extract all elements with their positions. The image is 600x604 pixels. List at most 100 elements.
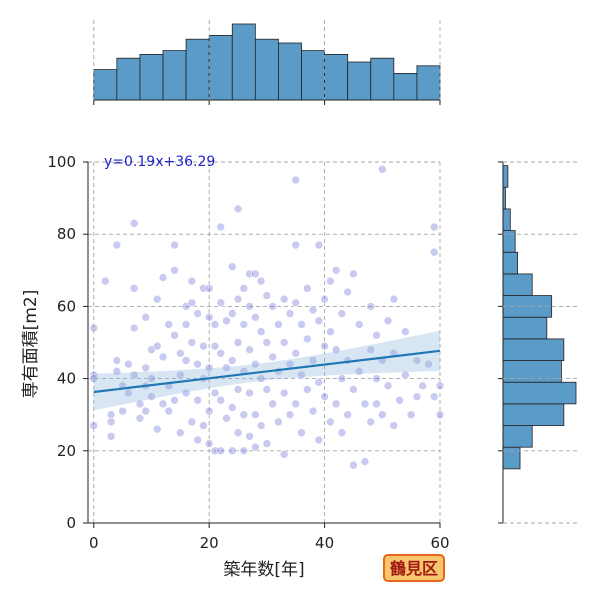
data-point <box>129 370 139 380</box>
data-point <box>360 399 370 409</box>
x-axis-label: 築年数[年] <box>223 560 304 580</box>
data-point <box>251 442 260 452</box>
data-point <box>412 392 422 401</box>
data-point <box>181 388 191 398</box>
data-point <box>366 345 376 355</box>
data-point <box>199 341 208 351</box>
top-histogram-bar <box>416 65 441 101</box>
data-point <box>170 330 179 340</box>
data-point <box>291 399 301 409</box>
top-histogram-bar <box>208 35 233 101</box>
data-point <box>412 356 422 365</box>
data-point <box>262 385 272 394</box>
data-point <box>320 294 329 304</box>
data-point <box>256 374 266 383</box>
data-point <box>366 302 376 311</box>
data-point <box>106 417 116 427</box>
y-tick-label: 100 <box>47 153 76 171</box>
data-point <box>245 432 254 441</box>
data-point <box>251 410 260 420</box>
data-point <box>152 424 162 434</box>
data-point <box>401 327 410 336</box>
data-point <box>343 287 352 297</box>
top-histogram-bar <box>93 69 118 101</box>
data-point <box>204 406 214 416</box>
data-point <box>326 276 335 286</box>
data-point <box>291 349 301 358</box>
top-histogram <box>93 23 441 105</box>
data-point <box>337 428 347 438</box>
data-point <box>152 341 162 351</box>
top-histogram-bar <box>254 38 279 101</box>
data-point <box>279 450 289 459</box>
data-point <box>429 392 439 401</box>
data-point <box>314 435 324 445</box>
data-point <box>262 338 272 347</box>
ward-badge: 鶴見区 <box>390 559 438 578</box>
top-histogram-bar <box>278 42 302 101</box>
data-point <box>297 428 306 438</box>
data-point <box>349 460 358 470</box>
data-point <box>406 410 416 420</box>
x-tick-label: 40 <box>315 534 334 552</box>
data-point <box>204 439 214 448</box>
data-point <box>233 385 243 394</box>
data-point <box>343 410 352 420</box>
data-point <box>124 359 133 369</box>
data-point <box>418 381 427 391</box>
data-point <box>239 320 249 329</box>
x-tick-label: 20 <box>200 534 219 552</box>
data-point <box>297 320 306 329</box>
data-point <box>181 320 191 329</box>
y-tick-label: 80 <box>57 225 76 243</box>
right-histogram-bar <box>502 273 533 296</box>
data-point <box>256 421 266 430</box>
data-point <box>308 406 318 416</box>
data-point <box>216 395 226 405</box>
data-point <box>135 414 145 423</box>
data-point <box>193 395 202 405</box>
data-point <box>164 320 174 329</box>
data-point <box>308 305 318 315</box>
data-point <box>187 417 197 427</box>
data-point <box>262 439 272 448</box>
data-point <box>176 370 185 380</box>
top-histogram-bar <box>231 23 256 101</box>
regression-line <box>93 330 441 411</box>
data-point <box>297 370 306 380</box>
data-point <box>239 446 249 456</box>
data-point <box>377 410 387 420</box>
data-point <box>216 222 226 232</box>
main-axes: 0 20 40 60 0 20 40 60 80 100 <box>47 153 449 552</box>
data-point <box>129 219 139 228</box>
data-point <box>170 240 179 250</box>
data-point <box>176 428 185 438</box>
data-point <box>227 356 237 365</box>
data-point <box>372 399 381 409</box>
data-point <box>320 392 329 401</box>
data-point <box>424 359 433 369</box>
data-point <box>239 410 249 420</box>
right-histogram-bar <box>502 338 565 361</box>
data-point <box>389 421 399 430</box>
top-histogram-bar <box>116 57 141 101</box>
data-point <box>435 410 445 420</box>
data-point <box>233 428 243 438</box>
data-point <box>89 370 99 380</box>
data-point <box>106 432 116 441</box>
data-point <box>89 421 99 430</box>
equation-label: y=0.19x+36.29 <box>104 154 215 170</box>
data-point <box>251 359 260 369</box>
data-point <box>89 323 99 333</box>
right-histogram-bar <box>502 208 511 231</box>
data-point <box>262 291 272 300</box>
data-point <box>164 406 174 416</box>
data-point <box>251 269 260 279</box>
top-histogram-bar <box>139 54 164 101</box>
data-point <box>210 388 220 398</box>
data-point <box>222 363 231 373</box>
data-point <box>366 417 376 427</box>
data-point <box>193 359 202 369</box>
right-histogram-bar <box>502 403 565 426</box>
right-histogram-bar <box>502 165 509 188</box>
